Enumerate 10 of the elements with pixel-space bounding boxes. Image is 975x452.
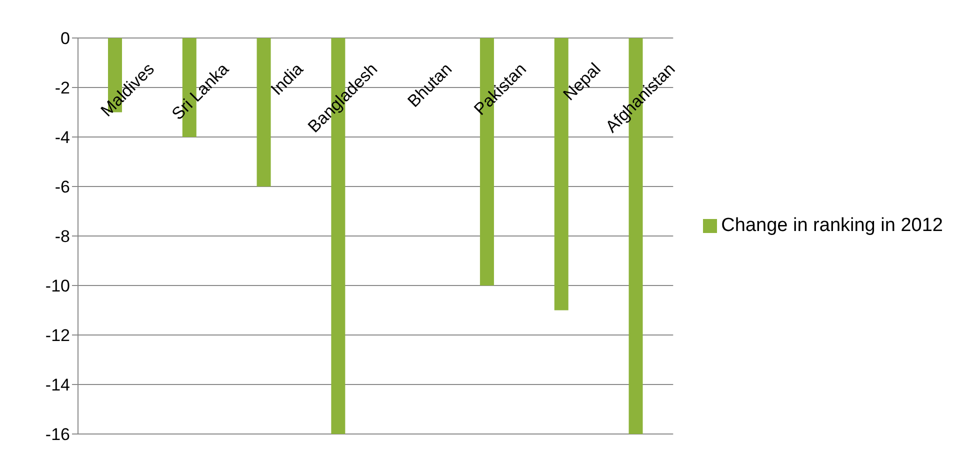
y-tick-label: -14 bbox=[45, 376, 70, 395]
y-tick-label: -16 bbox=[45, 425, 70, 444]
y-tick-label: -2 bbox=[54, 78, 70, 98]
y-tick-label: -12 bbox=[45, 326, 70, 346]
legend-label: Change in ranking in 2012 bbox=[721, 215, 943, 236]
y-tick-label: -6 bbox=[54, 178, 70, 197]
y-tick-label: -4 bbox=[54, 128, 70, 148]
y-tick-label: -10 bbox=[45, 276, 70, 296]
y-tick-label: 0 bbox=[60, 29, 70, 48]
y-tick-label: -8 bbox=[54, 227, 70, 246]
